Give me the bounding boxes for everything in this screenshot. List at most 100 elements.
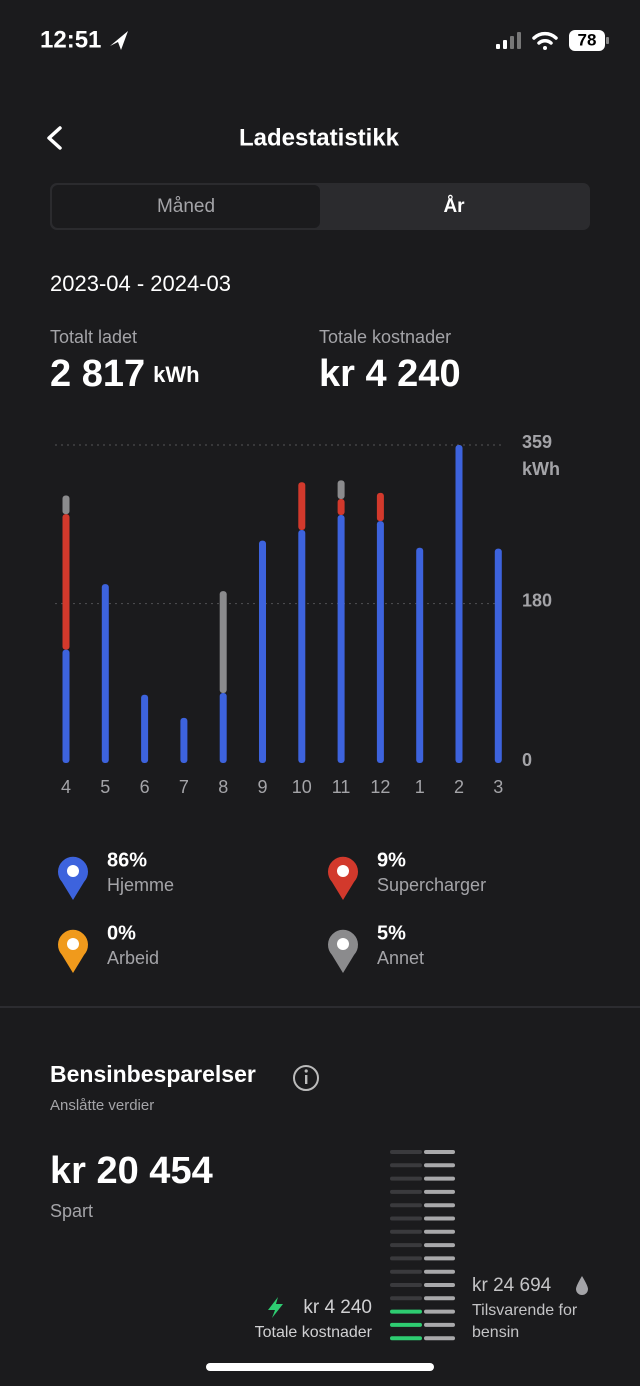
stripe bbox=[390, 1216, 422, 1221]
stripe bbox=[424, 1336, 455, 1341]
total-value: 2 817 kWh bbox=[50, 353, 200, 395]
stripe bbox=[424, 1256, 455, 1261]
x-tick-label: 1 bbox=[415, 777, 425, 797]
bar-segment bbox=[219, 693, 227, 763]
bar-segment bbox=[62, 649, 70, 763]
x-tick-label: 7 bbox=[179, 777, 189, 797]
stripe bbox=[390, 1163, 422, 1168]
battery-icon bbox=[569, 30, 605, 51]
stripe bbox=[390, 1322, 422, 1327]
bar-segment bbox=[376, 521, 384, 763]
legend-icon bbox=[328, 929, 359, 973]
x-tick-label: 3 bbox=[493, 777, 503, 797]
total-number: 2 817 bbox=[50, 353, 145, 395]
y-tick-label: 180 bbox=[522, 590, 552, 610]
stripe bbox=[424, 1176, 455, 1181]
stripe bbox=[390, 1243, 422, 1248]
x-tick-label: 9 bbox=[257, 777, 267, 797]
petrol-label: bensin bbox=[472, 1324, 519, 1341]
tab-label[interactable]: År bbox=[443, 196, 465, 217]
x-tick-label: 12 bbox=[370, 777, 390, 797]
home-indicator bbox=[206, 1363, 434, 1371]
saved-label: Spart bbox=[50, 1201, 93, 1221]
x-tick-label: 10 bbox=[292, 777, 312, 797]
bar-segment bbox=[416, 547, 424, 763]
period: 2023-04 - 2024-03 bbox=[50, 271, 231, 296]
stripe bbox=[390, 1176, 422, 1181]
legend-share: 86% bbox=[107, 849, 147, 871]
legend: 86% Hjemme 9% Supercharger 0% Arbeid 5% Annet bbox=[57, 849, 486, 973]
stripe bbox=[390, 1269, 422, 1274]
tab-label[interactable]: Måned bbox=[157, 196, 215, 217]
x-tick-label: 11 bbox=[332, 777, 351, 797]
legend-label: Annet bbox=[377, 948, 424, 968]
stripe bbox=[424, 1189, 455, 1194]
electric-value: kr 4 240 bbox=[303, 1297, 372, 1318]
bar-segment bbox=[62, 514, 70, 650]
bar-segment bbox=[101, 584, 109, 763]
legend-glyph bbox=[67, 865, 79, 877]
x-tick-label: 2 bbox=[454, 777, 464, 797]
electric-label: Totale kostnader bbox=[255, 1324, 373, 1341]
tab-month[interactable] bbox=[52, 185, 320, 228]
stripe bbox=[424, 1203, 455, 1208]
bar-segment bbox=[455, 445, 463, 763]
stripe bbox=[390, 1283, 422, 1287]
petrol-label: Tilsvarende for bbox=[472, 1302, 578, 1319]
saved-value: kr 20 454 bbox=[50, 1150, 213, 1192]
location-icon bbox=[110, 31, 128, 50]
legend-share: 0% bbox=[107, 922, 136, 944]
bar-segment bbox=[180, 717, 188, 763]
legend-label: Supercharger bbox=[377, 875, 486, 895]
comparison-stripes bbox=[390, 1150, 455, 1341]
legend-label: Arbeid bbox=[107, 948, 159, 968]
bar-segment bbox=[337, 480, 345, 500]
x-tick-label: 5 bbox=[100, 777, 110, 797]
total-unit: kWh bbox=[153, 362, 199, 387]
stripe bbox=[390, 1296, 422, 1301]
bar-segment bbox=[494, 548, 502, 763]
x-tick-label: 4 bbox=[61, 777, 71, 797]
bar-segment bbox=[219, 591, 227, 694]
petrol-value: kr 24 694 bbox=[472, 1275, 552, 1296]
y-tick-label: 359 bbox=[522, 432, 552, 452]
savings-title: Bensinbesparelser bbox=[50, 1061, 256, 1087]
bar-segment bbox=[337, 514, 345, 763]
bar-segment bbox=[298, 530, 306, 763]
bar-segment bbox=[62, 495, 70, 515]
stripe bbox=[390, 1189, 422, 1194]
signal-icon bbox=[496, 32, 521, 49]
bar-segment bbox=[259, 540, 266, 763]
legend-glyph bbox=[67, 938, 79, 950]
legend-icon bbox=[57, 856, 89, 900]
stripe bbox=[424, 1309, 455, 1314]
info-button[interactable] bbox=[293, 1065, 319, 1091]
stripe bbox=[390, 1336, 422, 1341]
legend-glyph bbox=[337, 865, 349, 877]
legend-icon bbox=[57, 929, 89, 973]
stripe bbox=[424, 1150, 455, 1154]
stripe bbox=[424, 1269, 455, 1274]
back-button[interactable] bbox=[47, 126, 62, 150]
drop-icon bbox=[576, 1276, 588, 1295]
bolt-icon bbox=[268, 1297, 283, 1318]
stripe bbox=[424, 1322, 455, 1327]
bar-segment bbox=[337, 499, 345, 515]
cost-label: Totale kostnader bbox=[319, 327, 451, 347]
cost-value: kr 4 240 bbox=[319, 353, 461, 395]
legend-share: 5% bbox=[377, 922, 406, 944]
battery-level: 78 bbox=[578, 30, 597, 49]
legend-glyph bbox=[337, 938, 349, 950]
stripe bbox=[424, 1283, 455, 1287]
page-title: Ladestatistikk bbox=[239, 124, 400, 151]
wifi-icon bbox=[532, 31, 558, 50]
stripe bbox=[390, 1203, 422, 1208]
y-tick-label: 0 bbox=[522, 750, 532, 770]
legend-icon bbox=[328, 856, 359, 900]
savings-subtitle: Anslåtte verdier bbox=[50, 1097, 154, 1114]
bar-segment bbox=[298, 482, 306, 531]
stripe bbox=[424, 1216, 455, 1221]
status-time: 12:51 bbox=[40, 26, 101, 53]
